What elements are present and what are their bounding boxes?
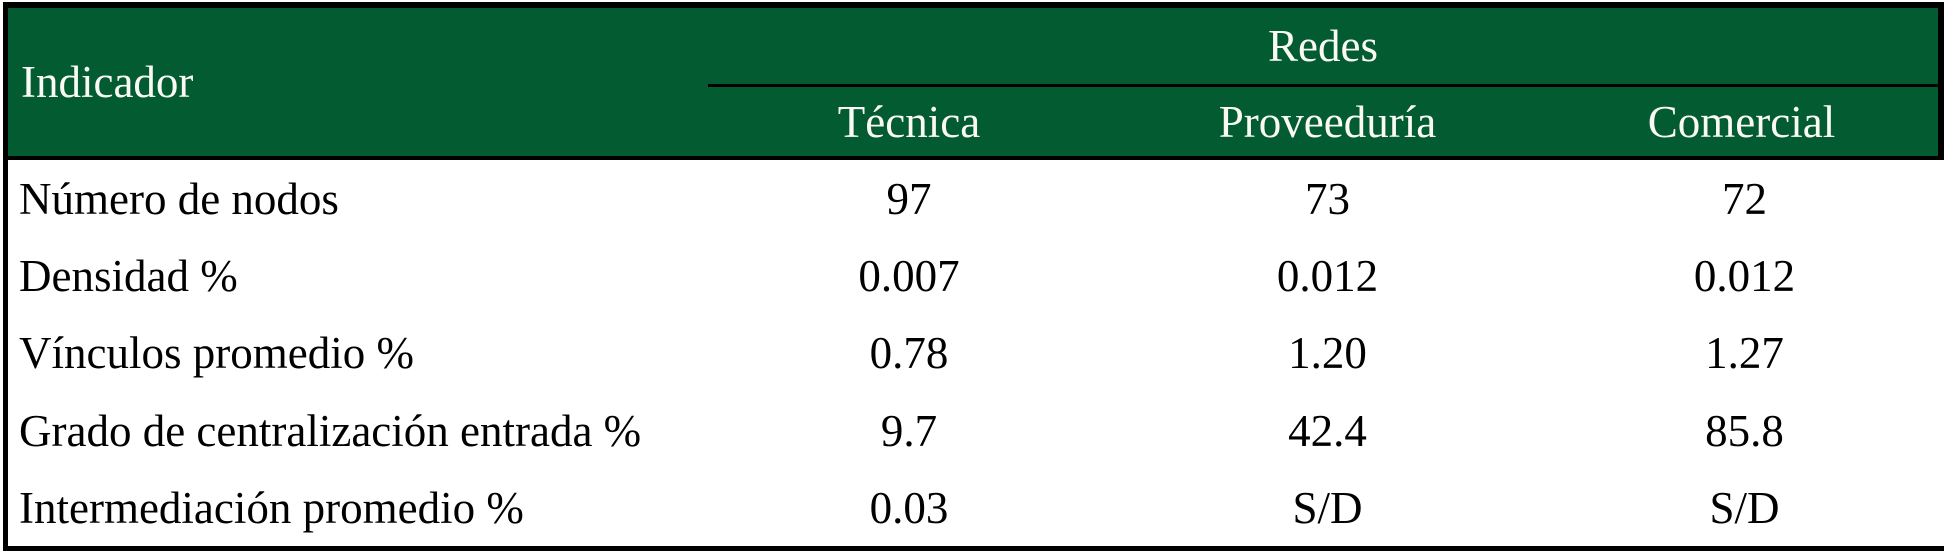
cell-comercial: 85.8 xyxy=(1705,405,1784,456)
cell-comercial: 0.012 xyxy=(1693,251,1796,302)
row-label: Vínculos promedio % xyxy=(19,328,414,379)
cell-proveeduria: 0.012 xyxy=(1276,251,1379,302)
indicators-table: Indicador Redes Técnica Proveeduría Come… xyxy=(3,2,1944,551)
cell-tecnica: 0.03 xyxy=(869,483,949,534)
table-row: Vínculos promedio % 0.78 1.20 1.27 xyxy=(8,315,1944,392)
column-header-proveeduria: Proveeduría xyxy=(1218,96,1437,147)
header-bottom-rule xyxy=(8,156,1944,160)
row-label: Densidad % xyxy=(19,251,238,302)
cell-tecnica: 9.7 xyxy=(880,405,938,456)
column-header-indicador: Indicador xyxy=(21,57,194,107)
table-row: Grado de centralización entrada % 9.7 42… xyxy=(8,392,1944,469)
row-label: Intermediación promedio % xyxy=(19,483,524,534)
table-row: Número de nodos 97 73 72 xyxy=(8,160,1944,237)
cell-comercial: 72 xyxy=(1722,173,1767,224)
column-header-comercial: Comercial xyxy=(1647,96,1836,147)
table-body: Número de nodos 97 73 72 Densidad % 0.00… xyxy=(8,160,1944,547)
cell-comercial: 1.27 xyxy=(1705,328,1784,379)
table-row: Intermediación promedio % 0.03 S/D S/D xyxy=(8,470,1944,547)
row-label: Número de nodos xyxy=(19,173,339,224)
cell-proveeduria: 73 xyxy=(1305,173,1350,224)
column-header-tecnica: Técnica xyxy=(837,96,981,147)
cell-proveeduria: S/D xyxy=(1292,483,1363,534)
subheader-row: Técnica Proveeduría Comercial xyxy=(708,87,1938,156)
cell-tecnica: 0.007 xyxy=(858,251,960,302)
cell-proveeduria: 42.4 xyxy=(1288,405,1367,456)
cell-comercial: S/D xyxy=(1709,483,1780,534)
row-label: Grado de centralización entrada % xyxy=(19,405,642,456)
cell-proveeduria: 1.20 xyxy=(1288,328,1367,379)
cell-tecnica: 97 xyxy=(886,173,932,224)
group-header-redes: Redes xyxy=(1268,21,1378,71)
group-header-underline xyxy=(708,84,1938,87)
cell-tecnica: 0.78 xyxy=(869,328,949,379)
table-row: Densidad % 0.007 0.012 0.012 xyxy=(8,237,1944,314)
table-header: Indicador Redes Técnica Proveeduría Come… xyxy=(8,8,1944,156)
redes-header-group: Redes Técnica Proveeduría Comercial xyxy=(708,8,1938,156)
